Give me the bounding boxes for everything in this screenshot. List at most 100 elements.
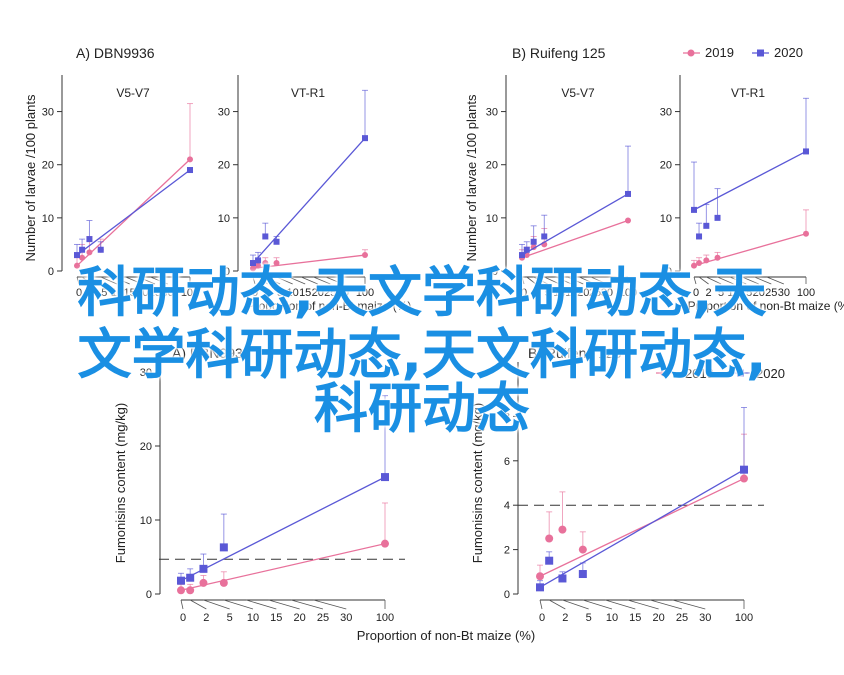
data-point-2020	[219, 543, 228, 552]
data-point-2020	[74, 252, 80, 259]
y-tick-label: 10	[218, 213, 230, 225]
data-point-2019	[740, 474, 748, 483]
x-tick-label: 30	[337, 287, 349, 299]
x-tick-connector	[125, 276, 143, 285]
y-axis-label: Fumonisins content (mg/kg)	[113, 403, 128, 563]
data-point-2020	[199, 564, 208, 573]
legend-2019-marker	[687, 49, 695, 57]
x-tick-label: 0	[521, 287, 527, 299]
y-tick-label: 6	[504, 456, 510, 468]
data-point-2020	[250, 260, 256, 267]
x-tick-label: 25	[765, 287, 777, 299]
x-tick-connector	[313, 276, 331, 285]
x-tick-label: 2	[264, 287, 270, 299]
y-axis-label: Number of larvae /100 plants	[464, 94, 479, 261]
x-tick-connector	[717, 276, 734, 285]
x-tick-label: 5	[227, 612, 233, 624]
trend-line-2019	[693, 233, 807, 267]
trend-line-2020	[539, 469, 745, 588]
x-tick-label: 20	[136, 287, 148, 299]
x-tick-label: 15	[299, 287, 311, 299]
x-tick-connector	[555, 276, 572, 285]
x-tick-connector	[189, 599, 207, 610]
x-tick-label: 15	[270, 612, 282, 624]
data-point-2020	[187, 167, 193, 174]
data-point-2020	[530, 238, 537, 245]
x-tick-label: 100	[376, 612, 394, 624]
x-tick-connector	[742, 276, 759, 285]
y-tick-label: 20	[140, 441, 152, 453]
x-tick-label: 2	[89, 287, 95, 299]
data-point-2019	[74, 262, 80, 269]
x-tick-connector	[265, 276, 281, 285]
data-point-2019	[545, 534, 554, 543]
data-point-2020	[362, 135, 368, 142]
data-point-2020	[97, 246, 104, 253]
x-tick-connector	[582, 599, 613, 610]
legend-2019-label: 2019	[685, 366, 714, 381]
x-tick-connector	[548, 599, 566, 610]
y-tick-label: 0	[504, 589, 510, 601]
x-tick-connector	[268, 599, 300, 610]
data-point-2019	[803, 230, 809, 237]
x-tick-connector	[706, 276, 722, 285]
x-tick-connector	[567, 276, 584, 285]
x-tick-label: 5	[718, 287, 724, 299]
legend-bottom: 2019 2020	[656, 366, 785, 381]
data-point-2019	[199, 578, 208, 587]
trend-line-2019	[180, 543, 386, 591]
data-point-2019	[362, 252, 368, 259]
x-tick-connector	[325, 276, 343, 285]
y-tick-label: 0	[48, 266, 54, 278]
data-point-2019	[714, 254, 721, 261]
data-point-2020	[536, 583, 544, 592]
panel-title: A) DBN9936	[76, 45, 155, 61]
x-tick-label: 10	[553, 287, 565, 299]
x-axis-label: Proportion of non-Bt maize (%)	[357, 628, 535, 643]
x-tick-connector	[729, 276, 747, 285]
legend-2020-label: 2020	[774, 45, 803, 60]
data-point-2020	[523, 246, 530, 253]
data-point-2020	[714, 214, 721, 221]
data-point-2020	[578, 570, 587, 579]
legend-2019-label: 2019	[705, 45, 734, 60]
y-tick-label: 30	[42, 107, 54, 119]
x-tick-label: 5	[545, 287, 551, 299]
y-axis-label: Fumonisins content (mg/kg)	[470, 403, 485, 563]
data-point-2020	[740, 465, 748, 474]
x-tick-label: 10	[247, 612, 259, 624]
y-tick-label: 0	[666, 266, 672, 278]
y-tick-label: 10	[140, 515, 152, 527]
x-tick-label: 5	[101, 287, 107, 299]
x-tick-label: 100	[181, 287, 199, 299]
x-tick-label: 0	[693, 287, 699, 299]
x-tick-label: 2	[533, 287, 539, 299]
x-tick-label: 30	[699, 612, 711, 624]
x-tick-label: 15	[740, 287, 752, 299]
legend-2019-marker	[660, 369, 668, 377]
data-point-2020	[703, 222, 710, 229]
data-point-2019	[255, 262, 262, 269]
data-point-2019	[696, 260, 703, 267]
x-tick-connector	[544, 276, 560, 285]
trend-line-2020	[180, 476, 386, 582]
x-tick-connector	[754, 276, 772, 285]
x-tick-connector	[313, 599, 347, 610]
data-point-2019	[558, 525, 567, 534]
x-tick-label: 0	[539, 612, 545, 624]
x-tick-label: 10	[606, 612, 618, 624]
data-point-2019	[703, 257, 710, 264]
x-tick-connector	[252, 276, 256, 285]
trend-line-2020	[252, 137, 366, 264]
x-tick-connector	[301, 276, 318, 285]
data-point-2020	[691, 206, 697, 213]
x-tick-connector	[81, 276, 92, 285]
x-axis-label: Proportion of non-Bt maize (%)	[247, 299, 412, 313]
y-tick-label: 30	[660, 107, 672, 119]
x-tick-label: 25	[676, 612, 688, 624]
x-tick-label: 2	[562, 612, 568, 624]
legend-top: 2019 2020	[683, 45, 803, 60]
data-point-2019	[273, 260, 280, 267]
x-tick-label: 25	[589, 287, 601, 299]
x-tick-label: 25	[324, 287, 336, 299]
